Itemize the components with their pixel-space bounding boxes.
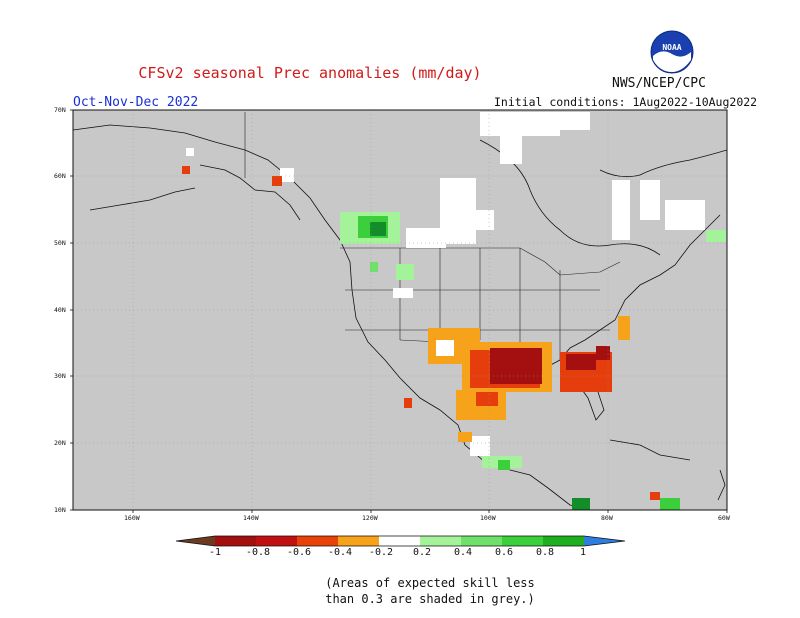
colorbar-segment — [215, 536, 256, 546]
colorbar-label: -0.8 — [246, 547, 271, 558]
colorbar-segment — [256, 536, 297, 546]
lat-label: 50N — [54, 239, 66, 247]
colorbar-segment — [461, 536, 502, 546]
wet-anomalies — [340, 212, 726, 510]
colorbar-segment — [297, 536, 338, 546]
footnote-line-1: (Areas of expected skill less — [325, 576, 535, 590]
lat-label: 10N — [54, 506, 66, 514]
lon-label: 100W — [480, 514, 496, 522]
logo-text: NOAA — [662, 43, 681, 52]
graticule — [73, 110, 727, 510]
lat-label: 70N — [54, 106, 66, 114]
colorbar-label: 0.2 — [413, 547, 432, 558]
initial-conditions: Initial conditions: 1Aug2022-10Aug2022 — [494, 95, 758, 109]
colorbar-segment — [420, 536, 461, 546]
lon-label: 140W — [243, 514, 259, 522]
lon-label: 60W — [718, 514, 730, 522]
colorbar-segment — [502, 536, 543, 546]
organization-label: NWS/NCEP/CPC — [612, 76, 706, 91]
noaa-logo: NOAA — [650, 30, 694, 74]
colorbar-label: 1 — [580, 547, 587, 558]
colorbar-segment — [543, 536, 584, 546]
lat-label: 40N — [54, 306, 66, 314]
colorbar-label: 0.4 — [454, 547, 473, 558]
forecast-period: Oct-Nov-Dec 2022 — [73, 95, 199, 110]
colorbar-label: -1 — [209, 547, 222, 558]
colorbar-segment — [176, 536, 215, 546]
lat-label: 20N — [54, 439, 66, 447]
colorbar — [175, 535, 626, 547]
lon-label: 160W — [124, 514, 140, 522]
colorbar-label: -0.4 — [328, 547, 353, 558]
lat-label: 60N — [54, 172, 66, 180]
map-title: CFSv2 seasonal Prec anomalies (mm/day) — [138, 64, 482, 82]
colorbar-label: 0.8 — [536, 547, 555, 558]
footnote-line-2: than 0.3 are shaded in grey.) — [325, 592, 535, 606]
lat-label: 30N — [54, 372, 66, 380]
lon-label: 120W — [362, 514, 378, 522]
colorbar-label: 0.6 — [495, 547, 514, 558]
lon-label: 80W — [601, 514, 613, 522]
footnote: (Areas of expected skill less than 0.3 a… — [300, 575, 560, 607]
colorbar-label: -0.2 — [369, 547, 394, 558]
neutral-areas — [186, 112, 705, 456]
colorbar-segment — [338, 536, 379, 546]
colorbar-segment — [584, 536, 625, 546]
dry-anomalies — [182, 166, 660, 500]
colorbar-label: -0.6 — [287, 547, 312, 558]
colorbar-segment — [379, 536, 420, 546]
